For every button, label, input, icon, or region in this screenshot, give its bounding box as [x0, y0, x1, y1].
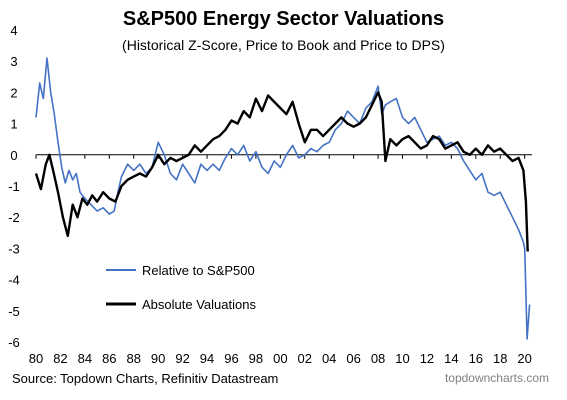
y-tick-label: 1 [10, 117, 17, 132]
x-tick-label: 00 [273, 351, 287, 366]
x-tick-label: 90 [151, 351, 165, 366]
x-tick-label: 06 [346, 351, 360, 366]
x-tick-label: 04 [322, 351, 336, 366]
x-tick-label: 12 [420, 351, 434, 366]
x-tick-label: 02 [298, 351, 312, 366]
x-tick-label: 98 [249, 351, 263, 366]
legend-label: Relative to S&P500 [142, 263, 255, 278]
y-tick-label: 3 [10, 54, 17, 69]
chart-subtitle: (Historical Z-Score, Price to Book and P… [122, 37, 445, 53]
source-note: Source: Topdown Charts, Refinitiv Datast… [12, 371, 279, 386]
x-tick-label: 84 [78, 351, 92, 366]
x-tick-label: 86 [102, 351, 116, 366]
y-tick-label: -1 [8, 179, 20, 194]
x-tick-label: 18 [493, 351, 507, 366]
x-axis: 80 82 84 86 88 90 92 94 96 98 00 02 04 06 08 10 12 14 16 18… [29, 154, 532, 366]
x-tick-label: 10 [395, 351, 409, 366]
x-tick-label: 96 [224, 351, 238, 366]
x-tick-label: 94 [200, 351, 214, 366]
y-tick-label: 2 [10, 85, 17, 100]
y-tick-label: 0 [10, 148, 17, 163]
x-tick-label: 14 [444, 351, 458, 366]
y-tick-label: -4 [8, 273, 20, 288]
y-tick-label: -2 [8, 210, 20, 225]
y-tick-label: -3 [8, 241, 20, 256]
series-line-absolute [34, 91, 529, 252]
legend-label: Absolute Valuations [142, 297, 256, 312]
y-tick-label: 4 [10, 23, 17, 38]
x-tick-label: 88 [126, 351, 140, 366]
chart-title: S&P500 Energy Sector Valuations [122, 8, 445, 30]
y-tick-label: -5 [8, 304, 20, 319]
x-tick-label: 08 [371, 351, 385, 366]
series-line-relative [35, 57, 531, 340]
y-tick-label: -6 [8, 335, 20, 350]
x-tick-label: 16 [469, 351, 483, 366]
brand-label: topdowncharts.com [444, 371, 549, 385]
x-tick-label: 80 [29, 351, 43, 366]
x-tick-label: 20 [517, 351, 531, 366]
x-tick-label: 82 [53, 351, 67, 366]
series-layer [34, 57, 531, 340]
chart-legend: Relative to S&P500 Absolute Valuations [106, 263, 256, 312]
y-axis: 4 3 2 1 0 -1 -2 -3 -4 -5 -6 [8, 23, 20, 350]
x-tick-label: 92 [175, 351, 189, 366]
